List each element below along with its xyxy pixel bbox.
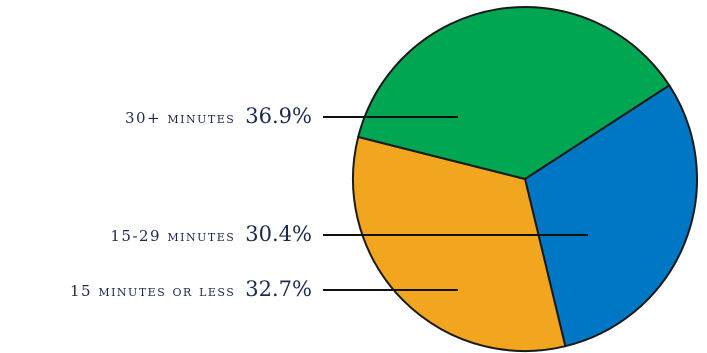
pie-slice-1 <box>352 135 567 352</box>
slice-label-name: 30+ minutes <box>125 109 235 127</box>
slice-label-2: 15 minutes or less 32.7% <box>70 277 312 301</box>
slice-label-name: 15 minutes or less <box>70 282 235 300</box>
pie-slice-0 <box>524 84 698 348</box>
pie-slices <box>352 6 698 352</box>
slice-label-0: 30+ minutes 36.9% <box>125 104 312 128</box>
pie-slice-2 <box>357 6 671 180</box>
slice-label-value: 36.9% <box>245 104 312 128</box>
slice-label-1: 15-29 minutes 30.4% <box>110 222 312 246</box>
slice-label-name: 15-29 minutes <box>110 227 235 245</box>
slice-label-value: 30.4% <box>245 222 312 246</box>
slice-label-value: 32.7% <box>245 277 312 301</box>
pie-labels: 30+ minutes 36.9% 15-29 minutes 30.4% 15 min… <box>70 104 588 301</box>
